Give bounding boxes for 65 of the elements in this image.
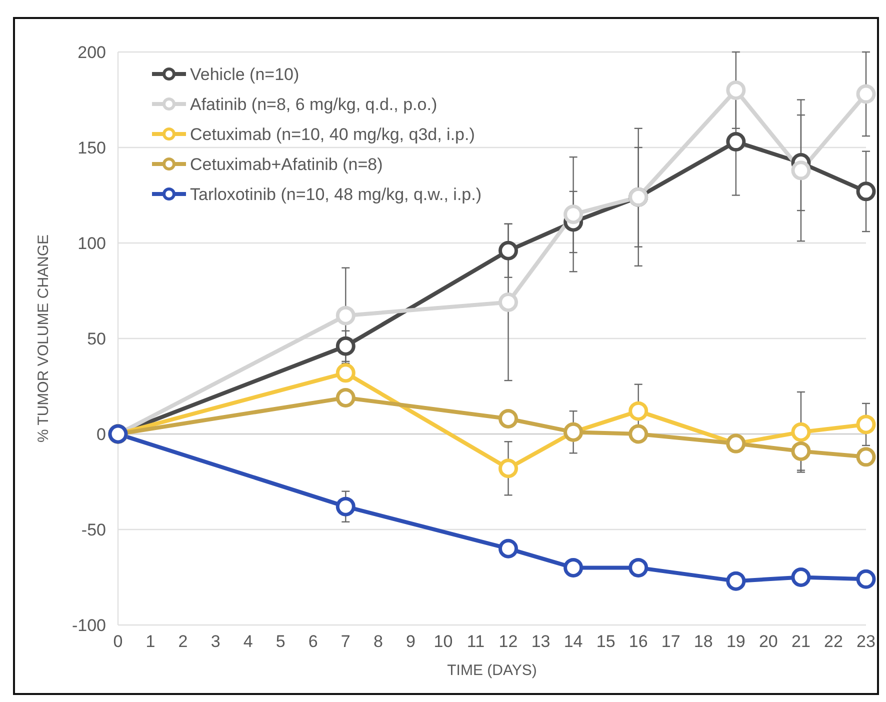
point: [726, 132, 746, 152]
point: [498, 408, 518, 428]
x-tick-label: 13: [531, 632, 550, 651]
point: [856, 84, 876, 104]
point: [498, 292, 518, 312]
x-tick-label: 2: [178, 632, 188, 651]
x-tick-label: 23: [856, 632, 876, 651]
legend-label: Cetuximab+Afatinib (n=8): [190, 154, 383, 174]
point: [336, 306, 356, 326]
y-tick-label: 0: [96, 424, 106, 444]
legend-label: Afatinib (n=8, 6 mg/kg, q.d., p.o.): [190, 94, 438, 114]
y-tick-label: -50: [81, 520, 106, 540]
point: [791, 568, 811, 587]
point: [336, 336, 356, 356]
point: [628, 424, 648, 444]
x-tick-label: 7: [340, 632, 350, 651]
y-tick-label: 200: [78, 42, 106, 62]
x-tick-label: 6: [308, 632, 318, 651]
x-tick-label: 22: [824, 632, 843, 651]
point: [726, 80, 746, 100]
point: [856, 182, 876, 202]
point: [628, 558, 648, 578]
point: [336, 496, 356, 516]
point: [498, 458, 518, 478]
x-tick-label: 0: [113, 632, 123, 651]
point: [498, 240, 518, 260]
y-tick-label: 150: [78, 138, 106, 158]
point: [791, 422, 811, 442]
x-tick-label: 10: [434, 632, 453, 651]
x-tick-label: 20: [758, 632, 778, 651]
point: [856, 414, 876, 434]
x-tick-label: 8: [373, 632, 383, 651]
point: [726, 571, 746, 591]
x-tick-label: 4: [243, 632, 253, 651]
point: [498, 538, 518, 558]
point: [628, 401, 648, 421]
y-tick-label: -100: [72, 616, 106, 635]
y-axis-title: % TUMOR VOLUME CHANGE: [35, 234, 52, 443]
x-tick-label: 21: [791, 632, 810, 651]
point: [336, 363, 356, 383]
point: [791, 160, 811, 180]
legend-label: Tarloxotinib (n=10, 48 mg/kg, q.w., i.p.): [190, 184, 482, 204]
x-tick-label: 15: [596, 632, 616, 651]
point: [336, 388, 356, 408]
x-tick-label: 14: [564, 632, 583, 651]
legend-label: Vehicle (n=10): [190, 64, 300, 84]
point: [564, 558, 584, 578]
legend-label: Cetuximab (n=10, 40 mg/kg, q3d, i.p.): [190, 124, 475, 144]
x-tick-label: 18: [694, 632, 713, 651]
x-tick-label: 16: [628, 632, 648, 651]
point: [856, 569, 876, 589]
x-axis-title: TIME (DAYS): [447, 662, 537, 679]
y-tick-label: 100: [78, 234, 106, 253]
x-tick-label: 12: [498, 632, 518, 651]
point: [791, 441, 811, 461]
x-tick-label: 9: [406, 632, 416, 651]
x-tick-label: 19: [726, 632, 746, 651]
x-tick-label: 3: [210, 632, 220, 651]
x-tick-label: 1: [146, 632, 156, 651]
point: [856, 447, 876, 467]
y-tick-label: 50: [87, 329, 106, 348]
x-tick-label: 17: [661, 632, 680, 651]
x-tick-label: 5: [276, 632, 286, 651]
point: [564, 204, 584, 224]
x-tick-label: 11: [466, 632, 485, 651]
